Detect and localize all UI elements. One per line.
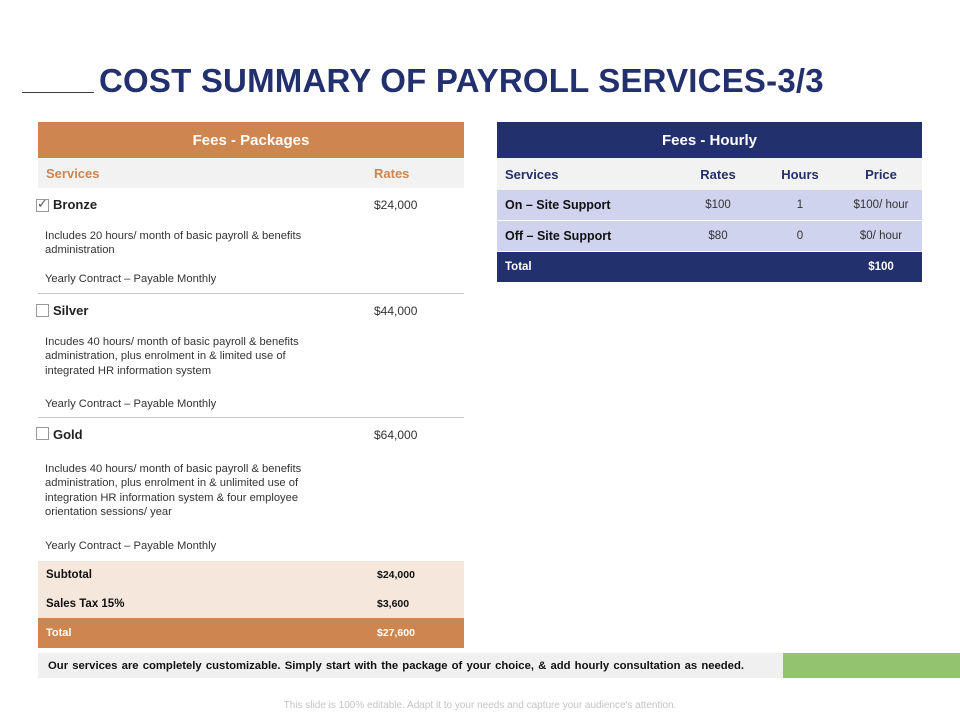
accent-bar <box>783 653 960 678</box>
bronze-checkbox[interactable]: ✓ <box>36 196 49 212</box>
tier-contract: Yearly Contract – Payable Monthly <box>45 540 217 552</box>
total-value: $27,600 <box>377 627 415 639</box>
column-services: Services <box>505 166 559 182</box>
total-label: Total <box>505 261 532 273</box>
hourly-total-row: Total $100 <box>497 252 922 282</box>
sales-tax-label: Sales Tax 15% <box>46 597 125 610</box>
tier-silver: Silver $44,000 Incudes 40 hours/ month o… <box>36 294 464 418</box>
info-banner: Our services are completely customizable… <box>38 653 783 678</box>
tier-contract: Yearly Contract – Payable Monthly <box>45 273 217 285</box>
tier-name: Bronze <box>53 197 98 212</box>
tier-gold: Gold $64,000 Includes 40 hours/ month of… <box>36 418 464 561</box>
checkmark-icon: ✓ <box>37 196 48 211</box>
service-rate: $100 <box>705 199 731 211</box>
tier-contract: Yearly Contract – Payable Monthly <box>45 398 217 410</box>
service-rate: $80 <box>708 230 728 242</box>
table-row: Off – Site Support $80 0 $0/ hour <box>497 221 922 252</box>
service-name: Off – Site Support <box>505 229 612 243</box>
tier-price: $24,000 <box>374 198 418 212</box>
service-name: On – Site Support <box>505 198 611 212</box>
packages-total-row: Total $27,600 <box>38 618 464 648</box>
table-row: On – Site Support $100 1 $100/ hour <box>497 190 922 221</box>
packages-header: Fees - Packages <box>38 122 464 158</box>
subtotal-row: Subtotal $24,000 <box>38 561 464 590</box>
column-hours: Hours <box>781 166 819 182</box>
silver-checkbox[interactable] <box>36 304 49 317</box>
tier-description: Includes 20 hours/ month of basic payrol… <box>45 230 302 257</box>
service-price: $100/ hour <box>853 199 909 211</box>
service-hours: 1 <box>796 199 804 211</box>
sales-tax-value: $3,600 <box>377 597 410 610</box>
packages-column-headers: Services Rates <box>38 158 464 188</box>
tier-name: Silver <box>53 303 89 318</box>
tier-price: $64,000 <box>374 428 418 442</box>
gold-checkbox[interactable] <box>36 427 49 440</box>
hourly-table: Fees - Hourly Services Rates Hours Price… <box>497 122 922 282</box>
footer-note: This slide is 100% editable. Adapt it to… <box>283 700 677 711</box>
column-price: Price <box>865 166 897 182</box>
hourly-column-headers: Services Rates Hours Price <box>497 158 922 190</box>
service-price: $0/ hour <box>859 230 903 242</box>
tier-name: Gold <box>53 427 83 442</box>
subtotal-label: Subtotal <box>46 569 92 582</box>
page-title: COST SUMMARY OF PAYROLL SERVICES-3/3 <box>99 62 824 99</box>
hourly-header: Fees - Hourly <box>497 122 922 158</box>
sales-tax-row: Sales Tax 15% $3,600 <box>38 589 464 618</box>
subtotal-value: $24,000 <box>377 569 415 582</box>
tier-price: $44,000 <box>374 304 418 318</box>
column-rates: Rates <box>374 165 410 181</box>
packages-table: Fees - Packages Services Rates ✓ Bronze … <box>36 122 464 648</box>
service-hours: 0 <box>796 230 804 242</box>
column-rates: Rates <box>700 166 736 182</box>
column-services: Services <box>46 165 100 181</box>
tier-description: Includes 40 hours/ month of basic payrol… <box>45 463 302 518</box>
total-value: $100 <box>868 261 894 273</box>
total-label: Total <box>46 627 72 639</box>
tier-bronze: ✓ Bronze $24,000 Includes 20 hours/ mont… <box>36 188 464 294</box>
title-rule <box>22 92 94 93</box>
tier-description: Incudes 40 hours/ month of basic payroll… <box>45 336 299 377</box>
